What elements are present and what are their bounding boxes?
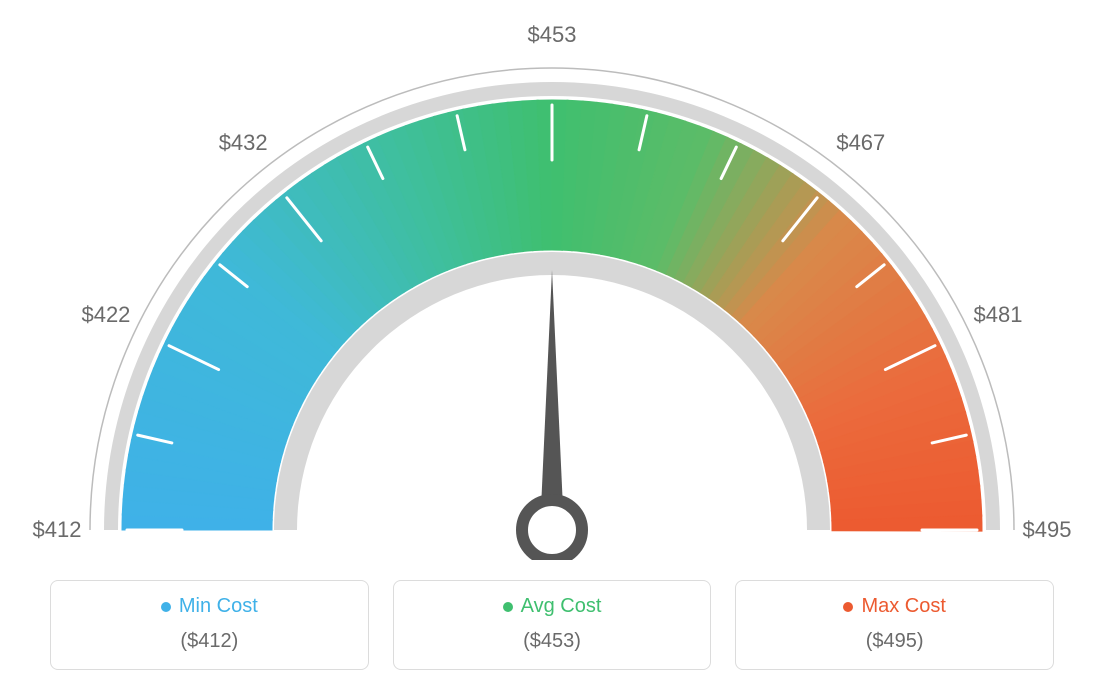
legend-card-avg: Avg Cost ($453) [393, 580, 712, 670]
legend-label-avg: Avg Cost [521, 595, 602, 618]
gauge-tick-label: $467 [836, 130, 885, 156]
cost-gauge: $412 $422 $432 $453 $467 $481 $495 [0, 0, 1104, 560]
legend-title-avg: Avg Cost [503, 595, 602, 618]
legend-value-max: ($495) [746, 630, 1043, 653]
gauge-tick-label: $432 [219, 130, 268, 156]
legend-value-min: ($412) [61, 630, 358, 653]
legend-label-max: Max Cost [861, 595, 945, 618]
gauge-tick-label: $481 [974, 302, 1023, 328]
legend-dot-avg [503, 602, 513, 612]
legend-dot-max [843, 602, 853, 612]
gauge-tick-label: $412 [33, 517, 82, 543]
gauge-tick-label: $495 [1023, 517, 1072, 543]
legend-title-min: Min Cost [161, 595, 258, 618]
legend-dot-min [161, 602, 171, 612]
legend-row: Min Cost ($412) Avg Cost ($453) Max Cost… [50, 580, 1054, 670]
gauge-tick-label: $453 [528, 22, 577, 48]
gauge-svg [0, 0, 1104, 560]
legend-value-avg: ($453) [404, 630, 701, 653]
legend-label-min: Min Cost [179, 595, 258, 618]
gauge-tick-label: $422 [81, 302, 130, 328]
legend-card-min: Min Cost ($412) [50, 580, 369, 670]
legend-card-max: Max Cost ($495) [735, 580, 1054, 670]
legend-title-max: Max Cost [843, 595, 945, 618]
